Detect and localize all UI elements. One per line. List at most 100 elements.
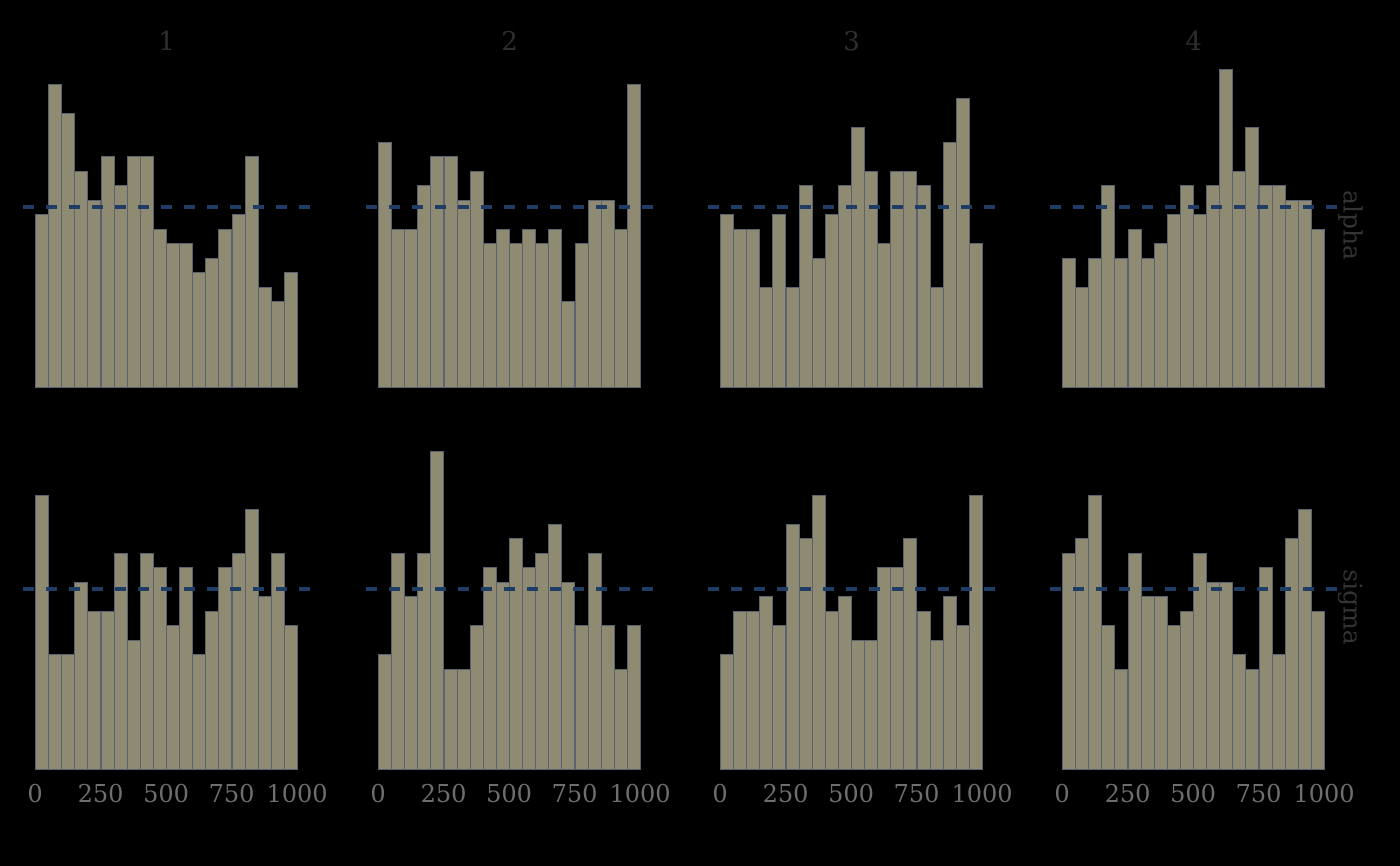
rank-bar-alpha-chain4-bin18 [1297, 199, 1312, 388]
rank-bar-alpha-chain3-bin7 [811, 257, 826, 388]
rank-bar-sigma-chain4-bin17 [1284, 538, 1299, 770]
rank-bar-sigma-chain1-bin6 [113, 552, 128, 770]
rank-bar-alpha-chain1-bin2 [61, 112, 76, 388]
rank-bar-sigma-chain1-bin9 [152, 567, 167, 770]
rank-bar-alpha-chain4-bin11 [1206, 185, 1221, 388]
x-tick-label-col1-500: 500 [143, 780, 189, 808]
rank-bar-alpha-chain1-bin7 [126, 156, 141, 388]
rank-bar-sigma-chain1-bin1 [48, 654, 63, 770]
expected-count-dashed-line [708, 204, 995, 209]
rank-bar-alpha-chain1-bin5 [100, 156, 115, 388]
rank-bar-alpha-chain1-bin3 [74, 170, 89, 388]
rank-bar-sigma-chain4-bin18 [1297, 509, 1312, 770]
rank-bar-sigma-chain1-bin16 [244, 509, 259, 770]
rank-bar-alpha-chain1-bin12 [192, 272, 207, 388]
x-tick-label-col4-500: 500 [1170, 780, 1216, 808]
x-tick-label-col4-0: 0 [1054, 780, 1070, 808]
x-tick-label-col1-750: 750 [208, 780, 255, 808]
rank-bar-sigma-chain1-bin17 [257, 596, 272, 770]
rank-bar-alpha-chain4-bin6 [1140, 257, 1155, 388]
rank-bar-sigma-chain4-bin3 [1101, 625, 1116, 770]
rank-bar-sigma-chain4-bin8 [1166, 625, 1181, 770]
rank-bar-sigma-chain3-bin3 [759, 596, 774, 770]
rank-bar-alpha-chain4-bin14 [1245, 127, 1260, 388]
x-tick-label-col4-250: 250 [1104, 780, 1151, 808]
rank-bar-alpha-chain2-bin12 [535, 243, 550, 388]
x-tick-label-col3-250: 250 [762, 780, 809, 808]
rank-bar-sigma-chain3-bin9 [837, 596, 852, 770]
rank-bar-sigma-chain2-bin19 [626, 625, 641, 770]
rank-bar-sigma-chain2-bin17 [600, 625, 615, 770]
rank-bar-sigma-chain3-bin2 [746, 610, 761, 770]
axes-alpha-chain-4 [1050, 62, 1337, 388]
rank-bar-alpha-chain1-bin13 [205, 257, 220, 388]
rank-bar-alpha-chain2-bin6 [456, 199, 471, 388]
rank-bar-alpha-chain2-bin14 [561, 301, 576, 388]
rank-bar-alpha-chain4-bin16 [1271, 185, 1286, 388]
rank-bar-sigma-chain3-bin4 [772, 625, 787, 770]
rank-bar-alpha-chain3-bin18 [955, 98, 970, 388]
rank-bar-alpha-chain1-bin19 [283, 272, 298, 388]
rank-bar-sigma-chain3-bin19 [968, 494, 983, 770]
axes-sigma-chain-3 [708, 444, 995, 770]
rank-bar-sigma-chain1-bin18 [270, 552, 285, 770]
rank-bar-sigma-chain3-bin12 [877, 567, 892, 770]
rank-bar-alpha-chain2-bin19 [626, 83, 641, 388]
expected-count-dashed-line [23, 204, 310, 209]
rank-bar-alpha-chain2-bin10 [509, 243, 524, 388]
rank-bar-sigma-chain1-bin8 [139, 552, 154, 770]
rank-bar-alpha-chain1-bin14 [218, 228, 233, 388]
x-tick-label-col4-750: 750 [1235, 780, 1282, 808]
rank-bar-sigma-chain3-bin0 [720, 654, 735, 770]
rank-bar-alpha-chain3-bin17 [942, 141, 957, 388]
x-tick-label-col2-250: 250 [420, 780, 467, 808]
rank-bar-sigma-chain3-bin16 [929, 639, 944, 770]
rank-bar-alpha-chain3-bin4 [772, 214, 787, 388]
rank-bar-sigma-chain1-bin4 [87, 610, 102, 770]
rank-bar-sigma-chain4-bin2 [1088, 494, 1103, 770]
expected-count-dashed-line [708, 586, 995, 591]
x-tick-label-col1-1000: 1000 [266, 780, 328, 808]
column-title-2: 2 [501, 27, 518, 57]
rank-bar-sigma-chain3-bin8 [824, 610, 839, 770]
rank-bar-alpha-chain1-bin6 [113, 185, 128, 388]
expected-count-dashed-line [23, 586, 310, 591]
rank-bar-alpha-chain3-bin2 [746, 228, 761, 388]
x-tick-label-col2-1000: 1000 [609, 780, 671, 808]
rank-bar-sigma-chain3-bin17 [942, 596, 957, 770]
rank-bar-alpha-chain2-bin7 [469, 170, 484, 388]
x-tick-label-col1-0: 0 [27, 780, 43, 808]
rank-bar-alpha-chain4-bin8 [1166, 214, 1181, 388]
axes-alpha-chain-3 [708, 62, 995, 388]
rank-bar-sigma-chain2-bin9 [495, 581, 510, 770]
x-tick-label-col2-0: 0 [370, 780, 386, 808]
rank-bar-sigma-chain2-bin2 [404, 596, 419, 770]
rank-bar-alpha-chain3-bin11 [864, 170, 879, 388]
rank-bar-alpha-chain2-bin11 [522, 228, 537, 388]
rank-bar-sigma-chain2-bin18 [613, 668, 628, 770]
rank-bar-sigma-chain2-bin7 [469, 625, 484, 770]
rank-bar-sigma-chain2-bin5 [443, 668, 458, 770]
rank-bar-alpha-chain3-bin15 [916, 185, 931, 388]
column-title-4: 4 [1185, 27, 1202, 57]
rank-bar-sigma-chain4-bin10 [1193, 552, 1208, 770]
rank-bar-alpha-chain1-bin17 [257, 286, 272, 388]
rank-bar-sigma-chain3-bin11 [864, 639, 879, 770]
rank-bar-alpha-chain3-bin12 [877, 243, 892, 388]
rank-bar-alpha-chain1-bin8 [139, 156, 154, 388]
rank-bar-sigma-chain2-bin0 [378, 654, 393, 770]
rank-bar-alpha-chain2-bin1 [391, 228, 406, 388]
axes-sigma-chain-2 [366, 444, 653, 770]
rank-bar-sigma-chain4-bin14 [1245, 668, 1260, 770]
rank-bar-alpha-chain3-bin3 [759, 286, 774, 388]
rank-bar-alpha-chain4-bin19 [1310, 228, 1325, 388]
rank-bar-sigma-chain4-bin9 [1179, 610, 1194, 770]
rank-bar-sigma-chain2-bin11 [522, 567, 537, 770]
rank-bar-sigma-chain1-bin0 [35, 494, 50, 770]
column-title-1: 1 [158, 27, 175, 57]
rank-bar-sigma-chain2-bin15 [574, 625, 589, 770]
rank-bar-alpha-chain2-bin4 [430, 156, 445, 388]
x-tick-label-col3-750: 750 [893, 780, 940, 808]
rank-bar-alpha-chain3-bin6 [798, 185, 813, 388]
axes-sigma-chain-1 [23, 444, 310, 770]
